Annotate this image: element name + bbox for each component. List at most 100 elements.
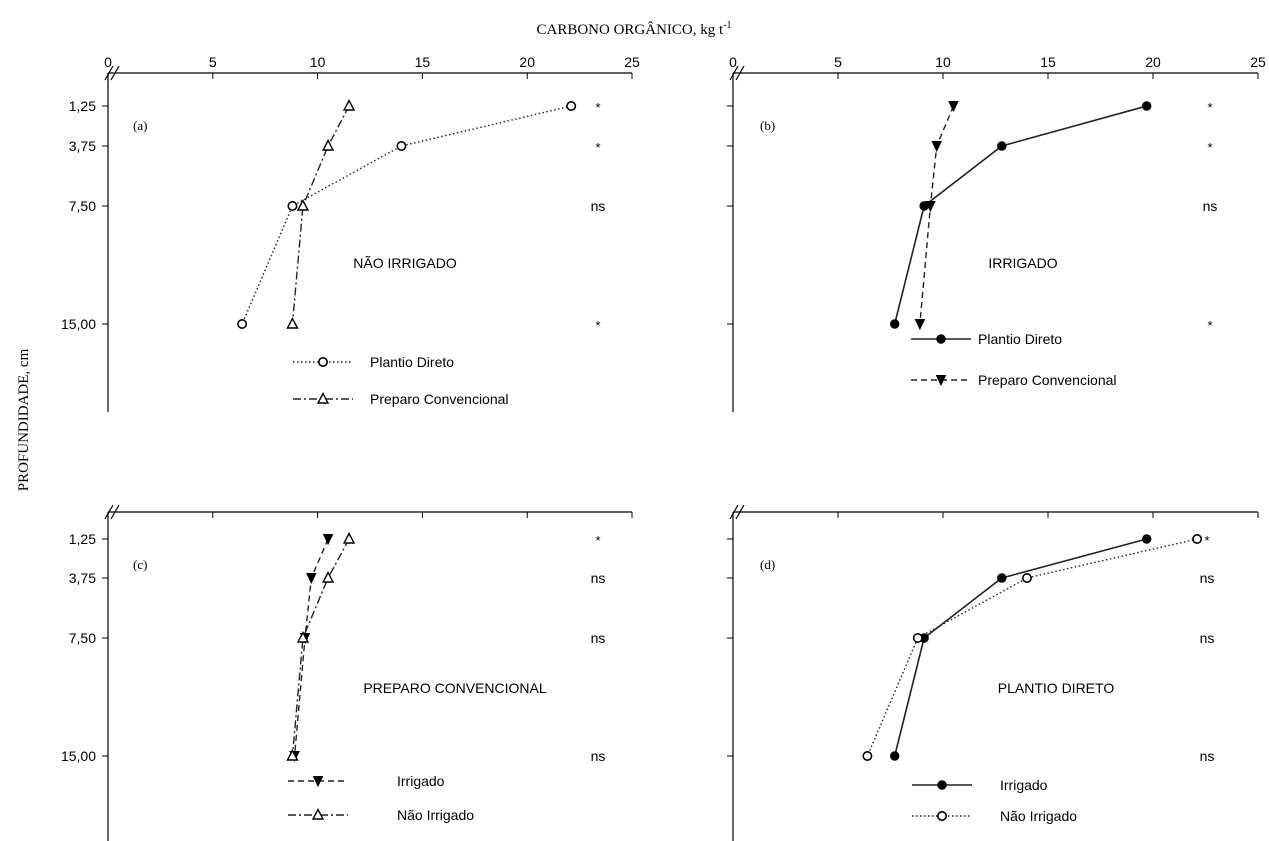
significance-label: * [595, 140, 600, 155]
x-tick-label: 5 [834, 54, 842, 70]
legend-label: Preparo Convencional [978, 372, 1117, 388]
significance-label: * [595, 100, 600, 115]
data-point [321, 138, 335, 151]
y-tick-label: 1,25 [69, 98, 96, 114]
legend-entry: Não Irrigado [912, 808, 1077, 824]
significance-label: * [1207, 100, 1212, 115]
legend-entry: Plantio Direto [911, 331, 1062, 347]
panel-label: (d) [760, 557, 775, 572]
significance-label: * [1207, 140, 1212, 155]
series-line [919, 105, 955, 325]
legend-entry: Preparo Convencional [293, 391, 509, 407]
data-point [1192, 533, 1203, 544]
legend-marker [312, 776, 324, 788]
panel-a: 0 5 10 15 20 25 1,25 * 3,75 * 7,50 ns 15,00 * (a) NÃO I… [61, 54, 640, 412]
data-point [342, 98, 356, 111]
data-point [862, 750, 873, 761]
significance-label: * [595, 533, 600, 548]
legend-label: Irrigado [397, 773, 445, 789]
legend-entry: Irrigado [912, 777, 1048, 793]
significance-label: * [595, 318, 600, 333]
data-point [931, 141, 942, 153]
significance-label: ns [591, 198, 606, 214]
data-point [1142, 534, 1152, 544]
y-tick-label: 3,75 [69, 570, 96, 586]
series-2 [862, 533, 1203, 761]
axis-break-mark [735, 65, 745, 81]
data-point [342, 531, 356, 544]
axis-break-mark [729, 504, 739, 520]
data-point [322, 534, 334, 546]
legend-marker [936, 810, 947, 821]
panel-label: (b) [760, 118, 775, 133]
data-point [396, 141, 407, 152]
axis-break-mark [735, 504, 745, 520]
legend-marker [935, 375, 947, 387]
x-tick-label: 25 [624, 54, 640, 70]
series-line [241, 105, 572, 325]
y-tick-label: 1,25 [69, 531, 96, 547]
series-line [893, 105, 1147, 325]
x-tick-label: 10 [310, 54, 326, 70]
significance-label: ns [1200, 748, 1215, 764]
data-point [997, 573, 1007, 583]
series-line [291, 538, 350, 757]
data-point [296, 630, 310, 643]
data-point [287, 201, 298, 212]
x-tick-label: 15 [1040, 54, 1056, 70]
panel-title: PREPARO CONVENCIONAL [363, 680, 547, 696]
panel-label: (a) [133, 118, 147, 133]
legend-entry: Preparo Convencional [911, 372, 1117, 388]
legend-label: Preparo Convencional [370, 391, 509, 407]
data-point [997, 141, 1007, 151]
y-tick-label: 7,50 [69, 198, 96, 214]
significance-label: ns [591, 748, 606, 764]
data-point [890, 751, 900, 761]
legend-label: Não Irrigado [1000, 808, 1077, 824]
series-1 [237, 101, 577, 329]
x-axis-title: CARBONO ORGÂNICO, kg t-1 [536, 20, 731, 38]
data-point [890, 319, 900, 329]
significance-label: * [1204, 533, 1209, 548]
legend-marker [311, 807, 325, 820]
x-tick-label: 5 [209, 54, 217, 70]
axis-break-mark [729, 65, 739, 81]
significance-label: ns [1200, 570, 1215, 586]
legend-marker [937, 780, 947, 790]
panel-label: (c) [133, 557, 147, 572]
series-line [293, 538, 329, 757]
panel-title: IRRIGADO [988, 255, 1057, 271]
y-tick-label: 7,50 [69, 630, 96, 646]
y-tick-label: 3,75 [69, 138, 96, 154]
data-point [286, 316, 299, 329]
series-1 [890, 101, 1152, 329]
significance-label: ns [1203, 198, 1218, 214]
series-line [291, 105, 350, 325]
legend-entry: Irrigado [288, 773, 445, 789]
axis-break-mark [104, 504, 114, 520]
series-2 [914, 101, 959, 331]
data-point [948, 101, 959, 113]
series-1 [890, 534, 1152, 761]
panel-c: 1,25 * 3,75 ns 7,50 ns 15,00 ns (c) PREPARO CONVE… [61, 504, 633, 841]
series-2 [286, 531, 356, 761]
axis-break-mark [110, 65, 120, 81]
series-line [893, 538, 1147, 757]
axis-break-mark [104, 65, 114, 81]
panel-title: PLANTIO DIRETO [998, 680, 1115, 696]
legend-label: Não Irrigado [397, 807, 474, 823]
data-point [321, 570, 335, 583]
data-point [306, 573, 317, 585]
panel-b: 0 5 10 15 20 25 * * ns * (b) IRRIGADO Plantio Direto… [727, 54, 1266, 412]
y-tick-label: 15,00 [61, 316, 96, 332]
data-point [925, 201, 936, 213]
significance-label: ns [591, 570, 606, 586]
legend-marker [936, 334, 946, 344]
significance-label: ns [1200, 630, 1215, 646]
significance-label: * [1207, 318, 1212, 333]
x-tick-label: 15 [415, 54, 431, 70]
data-point [566, 101, 577, 112]
series-1 [289, 534, 334, 763]
data-point [296, 198, 310, 211]
